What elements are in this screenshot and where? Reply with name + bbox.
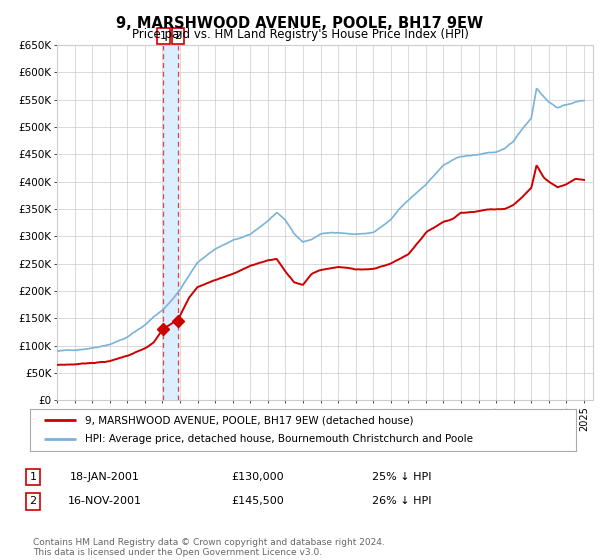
Bar [163, 45, 178, 400]
Text: 9, MARSHWOOD AVENUE, POOLE, BH17 9EW (detached house): 9, MARSHWOOD AVENUE, POOLE, BH17 9EW (de… [85, 415, 413, 425]
Text: 9, MARSHWOOD AVENUE, POOLE, BH17 9EW: 9, MARSHWOOD AVENUE, POOLE, BH17 9EW [116, 16, 484, 31]
Text: 16-NOV-2001: 16-NOV-2001 [68, 496, 142, 506]
Text: 1: 1 [160, 31, 167, 41]
Text: Price paid vs. HM Land Registry's House Price Index (HPI): Price paid vs. HM Land Registry's House … [131, 28, 469, 41]
Text: £130,000: £130,000 [232, 472, 284, 482]
Text: Contains HM Land Registry data © Crown copyright and database right 2024.
This d: Contains HM Land Registry data © Crown c… [33, 538, 385, 557]
Text: 1: 1 [29, 472, 37, 482]
Text: HPI: Average price, detached house, Bournemouth Christchurch and Poole: HPI: Average price, detached house, Bour… [85, 435, 473, 445]
Text: 2: 2 [29, 496, 37, 506]
Text: 2: 2 [174, 31, 181, 41]
Text: 25% ↓ HPI: 25% ↓ HPI [372, 472, 432, 482]
Text: 26% ↓ HPI: 26% ↓ HPI [372, 496, 432, 506]
Text: £145,500: £145,500 [232, 496, 284, 506]
Text: 18-JAN-2001: 18-JAN-2001 [70, 472, 140, 482]
